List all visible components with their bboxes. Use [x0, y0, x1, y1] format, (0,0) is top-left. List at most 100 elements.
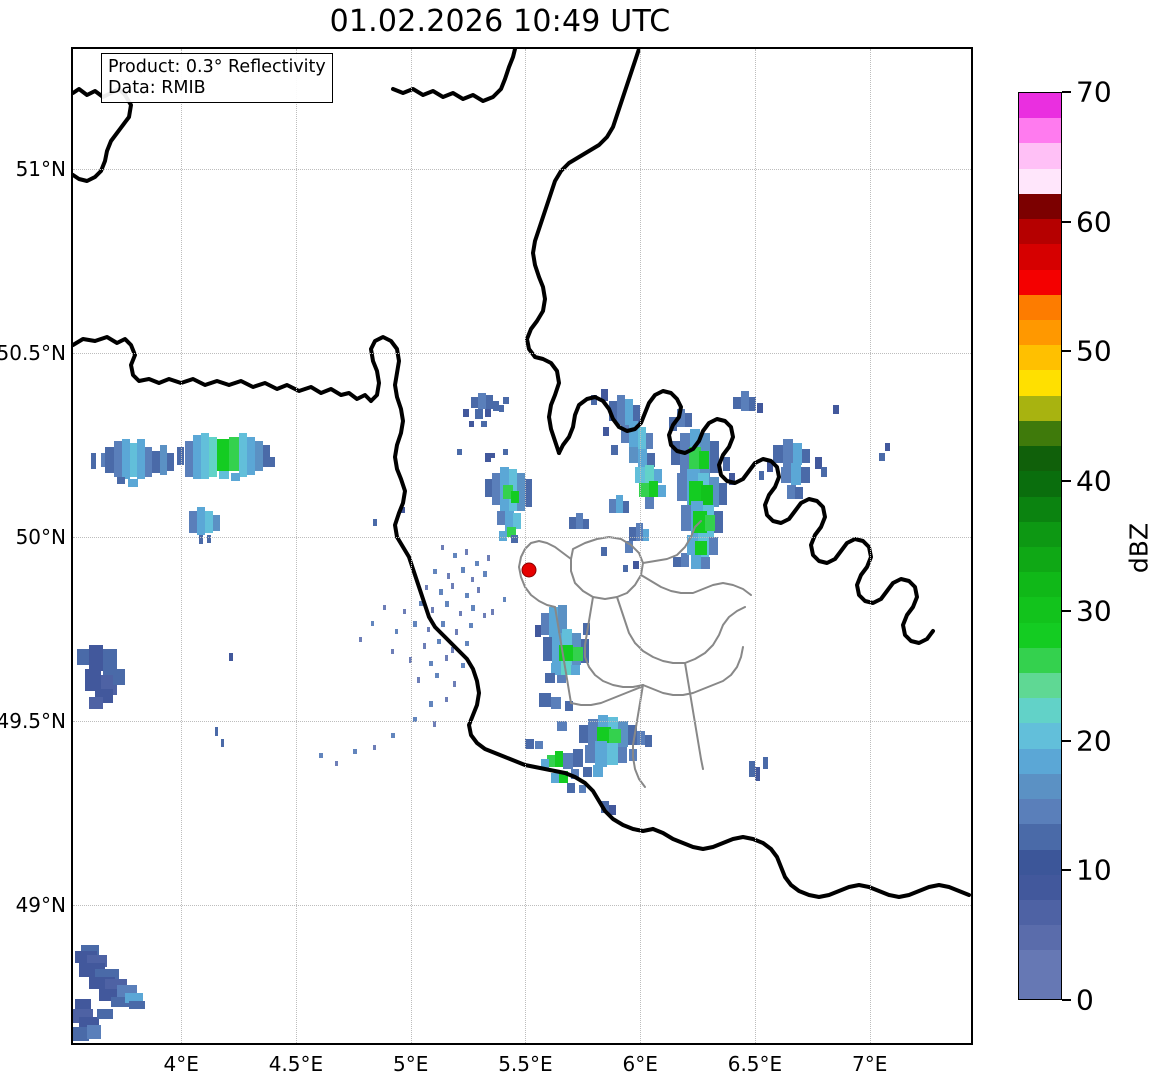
admin-boundaries-layer	[518, 520, 752, 788]
colorbar-tick-label-3: 30	[1076, 594, 1112, 628]
colorbar-band	[1019, 345, 1061, 371]
colorbar-band	[1019, 824, 1061, 850]
colorbar-band	[1019, 799, 1061, 825]
colorbar-band	[1019, 319, 1061, 346]
echo-southwest-france-band	[73, 945, 145, 1041]
info-product-line: Product: 0.3° Reflectivity	[108, 57, 326, 77]
echo-south-luxembourg-cell	[541, 715, 652, 793]
colorbar-band	[1019, 874, 1061, 900]
gridline-horizontal	[73, 352, 971, 355]
colorbar-tick-label-5: 50	[1076, 334, 1112, 368]
radar-site-marker[interactable]	[521, 562, 537, 578]
colorbar-tick-mark-1	[1062, 869, 1071, 872]
colorbar-band	[1019, 219, 1061, 245]
gridline-vertical	[869, 49, 872, 1043]
x-axis-tick-label-3: 5.5°E	[498, 1052, 553, 1076]
radar-map-plot[interactable]	[71, 47, 973, 1045]
colorbar-band	[1019, 93, 1061, 119]
radar-echo-layer	[73, 389, 890, 1041]
echo-west-france-cell	[77, 645, 125, 709]
x-axis-tick-label-6: 7°E	[852, 1052, 888, 1076]
colorbar-band	[1019, 975, 1061, 999]
colorbar-band	[1019, 950, 1061, 976]
y-axis-tick-label-4: 49°N	[15, 893, 66, 918]
colorbar-band	[1019, 446, 1061, 472]
y-axis-tick-label-1: 50.5°N	[0, 340, 66, 365]
colorbar-band	[1019, 546, 1061, 573]
colorbar-tick-label-6: 60	[1076, 205, 1112, 239]
gridline-vertical	[410, 49, 413, 1043]
colorbar-band	[1019, 698, 1061, 724]
page-title: 01.02.2026 10:49 UTC	[329, 4, 671, 39]
echo-eifel-strong-cell	[669, 409, 735, 569]
colorbar[interactable]	[1018, 92, 1062, 1000]
colorbar-band	[1019, 294, 1061, 320]
colorbar-tick-mark-5	[1062, 350, 1071, 353]
colorbar-band	[1019, 168, 1061, 194]
colorbar-tick-label-2: 20	[1076, 724, 1112, 758]
colorbar-band	[1019, 572, 1061, 598]
colorbar-tick-mark-6	[1062, 220, 1071, 223]
echo-northwest-small-cell	[189, 507, 220, 544]
colorbar-band	[1019, 900, 1061, 926]
colorbar-tick-label-4: 40	[1076, 464, 1112, 498]
colorbar-band	[1019, 647, 1061, 674]
gridline-vertical	[181, 49, 183, 1043]
colorbar-band	[1019, 496, 1061, 522]
colorbar-band	[1019, 420, 1061, 447]
colorbar-band	[1019, 395, 1061, 421]
y-axis-tick-label-0: 51°N	[15, 156, 66, 181]
colorbar-tick-label-7: 70	[1076, 75, 1112, 109]
echo-north-band-cell	[591, 389, 666, 509]
echo-east-small-cells	[759, 405, 890, 499]
colorbar-band	[1019, 773, 1061, 800]
colorbar-band	[1019, 370, 1061, 396]
x-axis-tick-label-2: 5°E	[392, 1052, 429, 1076]
colorbar-band	[1019, 521, 1061, 547]
colorbar-tick-label-1: 10	[1076, 853, 1112, 887]
echo-far-south-cells	[229, 507, 768, 815]
colorbar-title: dBZ	[1124, 522, 1154, 574]
gridline-horizontal	[73, 168, 971, 171]
echo-mid-scattered	[569, 495, 689, 572]
colorbar-tick-mark-3	[1062, 609, 1071, 612]
gridline-vertical	[295, 49, 298, 1043]
colorbar-band	[1019, 925, 1061, 951]
x-axis-tick-label-4: 6°E	[622, 1052, 658, 1076]
echo-central-north-cell	[485, 453, 532, 543]
colorbar-tick-mark-0	[1062, 999, 1071, 1001]
colorbar-band	[1019, 118, 1061, 144]
echo-ardennes-cells	[733, 391, 763, 413]
y-axis-tick-label-2: 50°N	[15, 524, 66, 549]
gridline-vertical	[754, 49, 757, 1043]
colorbar-band	[1019, 143, 1061, 169]
colorbar-band	[1019, 748, 1061, 774]
info-box: Product: 0.3° Reflectivity Data: RMIB	[101, 53, 333, 104]
map-vector-layer	[73, 49, 971, 1041]
echo-radar-clutter	[319, 545, 506, 766]
gridline-horizontal	[73, 720, 971, 723]
x-axis-tick-label-5: 6.5°E	[727, 1052, 783, 1076]
colorbar-band	[1019, 723, 1061, 749]
colorbar-tick-label-0: 0	[1076, 983, 1094, 1017]
colorbar-tick-mark-2	[1062, 739, 1071, 742]
colorbar-band	[1019, 673, 1061, 699]
echo-small-specks-west	[215, 727, 224, 747]
echo-northwest-belgium-cluster	[91, 439, 174, 487]
y-axis-tick-label-3: 49.5°N	[0, 708, 66, 733]
colorbar-band	[1019, 193, 1061, 220]
gridline-vertical	[640, 49, 642, 1043]
echo-north-central-cluster	[457, 393, 509, 458]
x-axis-tick-label-1: 4.5°E	[268, 1052, 324, 1076]
colorbar-band	[1019, 849, 1061, 875]
colorbar-band	[1019, 244, 1061, 270]
info-data-line: Data: RMIB	[108, 77, 206, 98]
gridline-vertical	[525, 49, 527, 1043]
colorbar-tick-mark-7	[1062, 91, 1071, 93]
colorbar-band	[1019, 597, 1061, 623]
colorbar-band	[1019, 622, 1061, 648]
national-borders-layer	[73, 49, 971, 899]
x-axis-tick-label-0: 4°E	[163, 1052, 199, 1076]
gridline-horizontal	[73, 536, 971, 539]
map-canvas	[73, 49, 971, 1043]
